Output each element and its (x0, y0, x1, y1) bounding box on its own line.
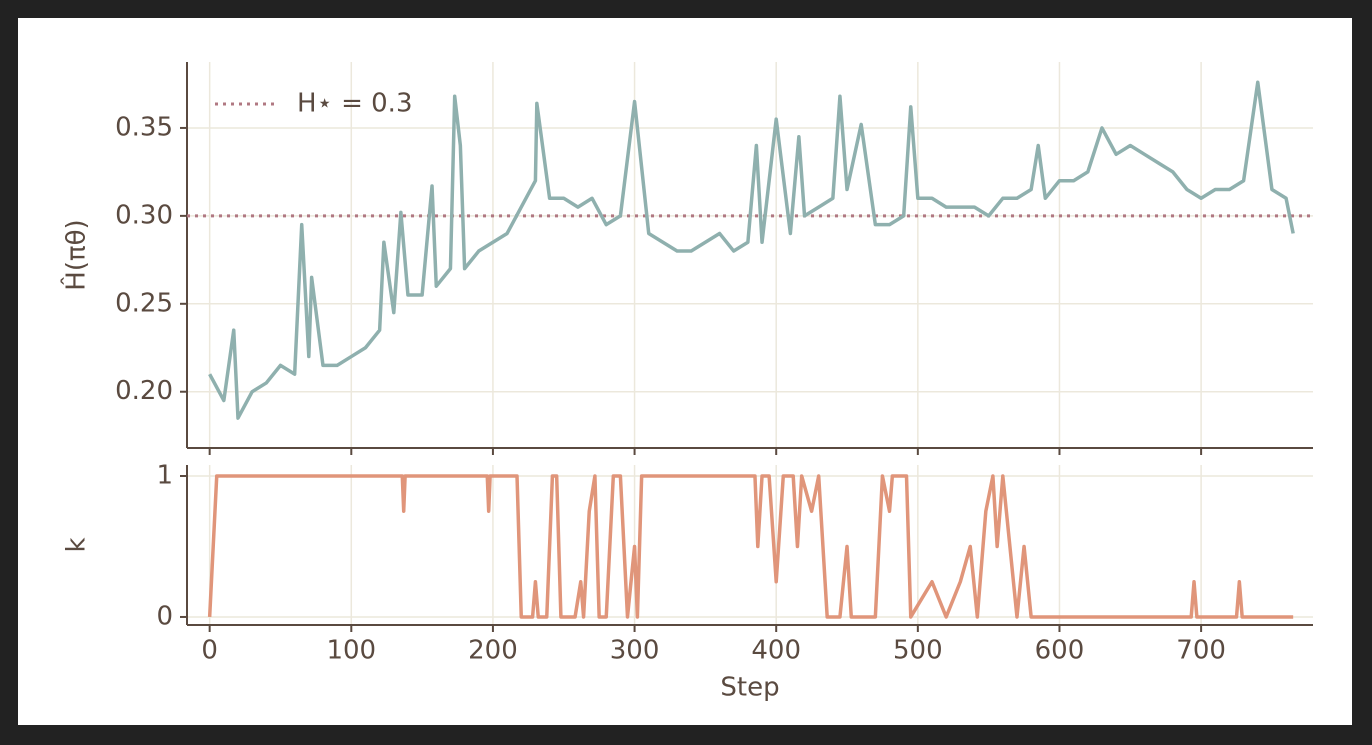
y-axis-label: Ĥ(πθ) (60, 219, 92, 290)
x-tick-label: 0 (201, 636, 218, 666)
y-tick-label: 0.35 (115, 112, 173, 142)
y-tick-label: 0.20 (115, 376, 173, 406)
y-tick-label: 1 (156, 460, 173, 490)
y-axis-label: k (62, 537, 92, 552)
x-tick-label: 700 (1176, 636, 1226, 666)
x-tick-label: 300 (610, 636, 660, 666)
x-tick-label: 400 (751, 636, 801, 666)
data-line (208, 80, 1295, 420)
canvas (18, 18, 1352, 725)
x-axis-label: Step (720, 673, 779, 703)
data-line (207, 474, 1294, 619)
legend-label: H⋆ = 0.3 (297, 89, 413, 119)
x-tick-label: 200 (468, 636, 518, 666)
y-tick-label: 0.25 (115, 288, 173, 318)
y-tick-label: 0.30 (115, 200, 173, 230)
x-tick-label: 500 (893, 636, 943, 666)
y-tick-label: 0 (156, 601, 173, 631)
x-tick-label: 100 (326, 636, 376, 666)
x-tick-label: 600 (1035, 636, 1085, 666)
